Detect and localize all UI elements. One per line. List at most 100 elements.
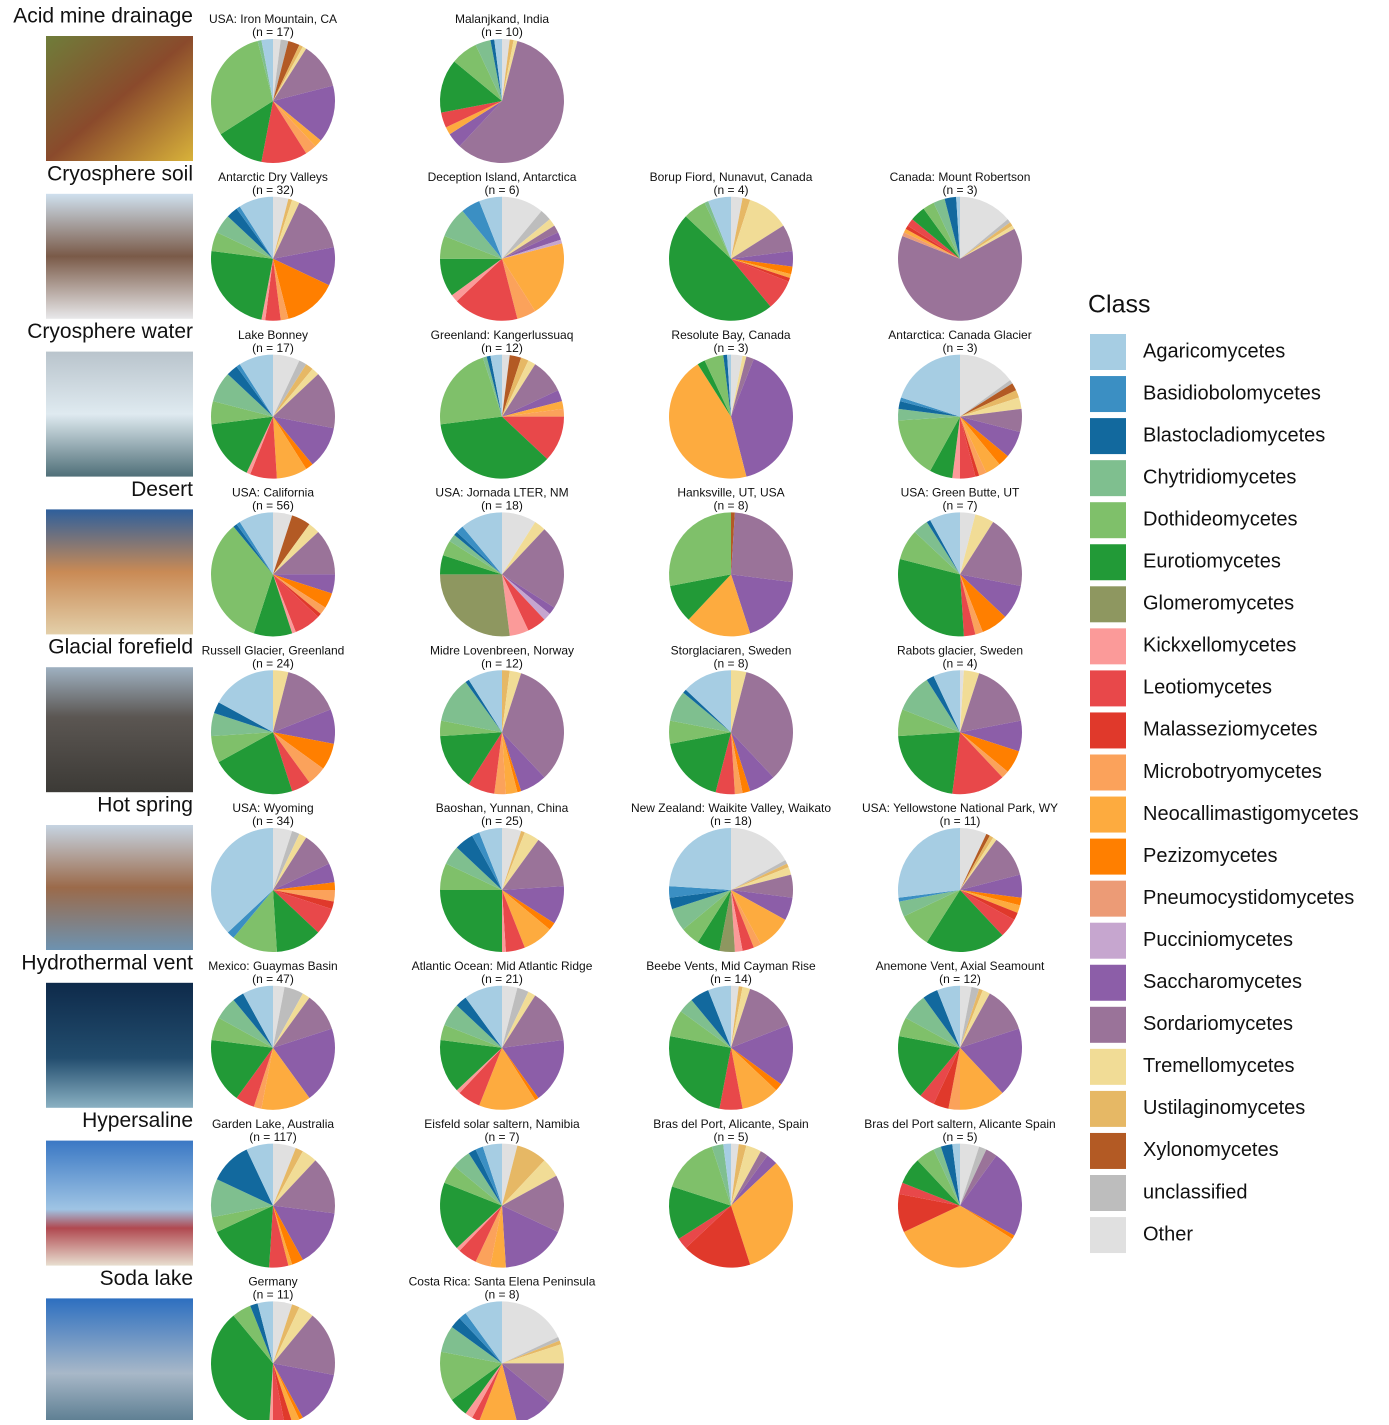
row-label: Hot spring <box>97 794 193 817</box>
legend-label: Xylonomycetes <box>1143 1139 1279 1161</box>
pie-slice <box>897 228 1022 321</box>
pie-slice <box>502 512 536 575</box>
pie-slice <box>960 874 1022 898</box>
pie-title: Baoshan, Yunnan, China <box>436 801 569 815</box>
pie-slice <box>236 522 273 575</box>
pie-slice <box>960 512 976 575</box>
pie-slice <box>731 355 747 417</box>
environment-photo <box>46 351 193 477</box>
pie-slice <box>933 198 960 259</box>
pie-slice <box>273 831 300 890</box>
legend-label: Blastocladiomycetes <box>1143 424 1325 446</box>
pie-slice <box>903 228 960 259</box>
pie-slice <box>246 416 273 475</box>
pie-slice <box>273 44 303 101</box>
pie-slice <box>731 258 790 282</box>
pie-slice <box>670 1011 731 1048</box>
pie-slice <box>475 1205 502 1267</box>
pie-slice <box>502 890 555 930</box>
pie-slice <box>490 1205 506 1268</box>
pie-slice <box>273 198 293 259</box>
pie-slice <box>273 732 324 783</box>
pie-slice <box>952 416 960 479</box>
pie-slice <box>273 574 296 634</box>
pie-subtitle: (n = 5) <box>942 1130 977 1144</box>
pie-slice <box>901 354 960 417</box>
pie-slice <box>731 986 751 1048</box>
pie-slice <box>273 1363 334 1418</box>
pie-slice <box>210 40 273 135</box>
pie-slice <box>269 1205 289 1268</box>
pie-slice <box>444 1166 502 1206</box>
pie-slice <box>459 1313 502 1364</box>
pie-slice <box>723 1143 731 1206</box>
pie-slice <box>502 732 518 795</box>
pie-title: USA: Green Butte, UT <box>901 486 1020 500</box>
pie-slice <box>960 196 1008 259</box>
pie-slice <box>257 1301 273 1364</box>
pie-slice <box>960 1146 987 1206</box>
environment-photo <box>46 1298 193 1424</box>
pie-slice <box>731 828 786 890</box>
pie-slice <box>502 839 564 890</box>
pie-slice <box>212 1205 273 1232</box>
pie-slice <box>273 1205 303 1265</box>
pie-slice <box>926 890 1003 952</box>
pie-subtitle: (n = 56) <box>252 499 294 513</box>
pie-slice <box>960 890 1018 920</box>
pie-slice <box>898 1036 960 1096</box>
pie-slice <box>731 732 751 794</box>
pie-slice <box>482 356 502 417</box>
pie-subtitle: (n = 5) <box>713 1130 748 1144</box>
pie-slice <box>897 828 960 898</box>
legend-label: Kickxellomycetes <box>1143 635 1296 657</box>
pie-slice <box>479 1363 518 1425</box>
pie-slice <box>239 354 273 417</box>
legend-swatch <box>1090 1132 1126 1169</box>
pie-slice <box>440 1024 502 1048</box>
legend-swatch <box>1090 502 1126 539</box>
pie-slice <box>502 355 522 417</box>
pie-slice <box>479 196 502 259</box>
pie-slice <box>220 101 273 162</box>
pie-slice <box>273 709 335 744</box>
environment-photo <box>46 509 193 635</box>
legend-swatch <box>1090 880 1126 917</box>
pie-slice <box>502 225 559 259</box>
pie-slice <box>704 201 731 259</box>
legend-swatch <box>1090 796 1126 833</box>
pie-slice <box>273 39 289 101</box>
pie-slice <box>731 1047 777 1109</box>
row-label: Soda lake <box>100 1267 193 1290</box>
pie-slice <box>211 1040 273 1098</box>
pie-slice <box>440 416 548 479</box>
pie-slice <box>669 1036 731 1109</box>
pie-slice <box>502 831 525 890</box>
pie-subtitle: (n = 7) <box>484 1130 519 1144</box>
pie-slice <box>261 39 273 101</box>
pie-slice <box>273 258 289 321</box>
pie-slice <box>731 988 789 1048</box>
pie-slice <box>502 991 536 1048</box>
pie-slice <box>273 368 319 417</box>
pie-slice <box>898 416 960 471</box>
pie-slice <box>273 863 335 890</box>
pie-slice <box>902 232 960 259</box>
pie-slice <box>454 531 502 575</box>
pie-slice <box>731 874 793 898</box>
pie-slice <box>236 364 273 417</box>
pie-slice <box>236 206 273 259</box>
pie-slice <box>273 85 335 141</box>
pie-slice <box>669 886 731 898</box>
pie-slice <box>898 401 960 417</box>
pie-slice <box>211 1017 273 1048</box>
pie-subtitle: (n = 21) <box>481 972 523 986</box>
pie-slice <box>502 258 536 319</box>
pie-slice <box>211 1179 273 1218</box>
pie-title: USA: Yellowstone National Park, WY <box>862 801 1058 815</box>
pie-slice <box>708 196 731 259</box>
legend-swatch <box>1090 1217 1126 1254</box>
pie-slice <box>216 216 273 259</box>
legend-swatch <box>1090 628 1126 665</box>
pie-slice <box>239 196 273 259</box>
